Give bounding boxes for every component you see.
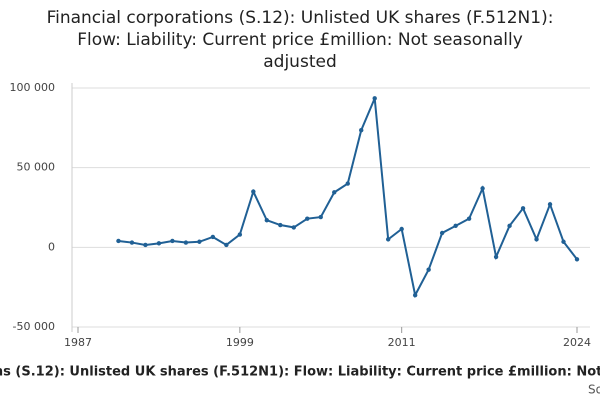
chart-title: Financial corporations (S.12): Unlisted … — [47, 8, 554, 28]
point — [547, 202, 553, 207]
line — [118, 97, 578, 299]
point — [561, 239, 566, 244]
point — [534, 237, 539, 242]
point — [345, 181, 350, 186]
point — [143, 242, 148, 248]
point — [129, 240, 135, 245]
point — [332, 190, 337, 195]
caption: Financial corporations (S.12): Unlisted … — [0, 365, 600, 380]
point — [520, 206, 526, 211]
y-tick-label: 50 000 — [17, 161, 56, 174]
point — [574, 257, 580, 262]
point — [426, 267, 431, 272]
point — [210, 234, 216, 240]
point — [439, 230, 445, 236]
point — [264, 218, 270, 223]
x-tick-label: 2011 — [388, 336, 416, 349]
chart-title: adjusted — [263, 52, 336, 72]
point — [278, 222, 283, 228]
point — [507, 223, 512, 229]
point — [170, 238, 175, 244]
point — [480, 186, 485, 191]
x-tick-label: 2024 — [563, 336, 591, 349]
point — [237, 232, 243, 237]
point — [453, 223, 458, 229]
point — [197, 239, 202, 244]
point — [493, 254, 499, 260]
point — [116, 238, 121, 244]
point — [372, 96, 377, 101]
point — [359, 128, 364, 133]
x-tick-label: 1987 — [64, 336, 92, 349]
point — [305, 216, 310, 221]
y-tick-label: -50 000 — [13, 320, 55, 333]
point — [385, 237, 391, 242]
y-tick-label: 0 — [48, 240, 55, 253]
chart-title: Flow: Liability: Current price £million:… — [77, 30, 523, 50]
point — [412, 292, 418, 298]
y-tick-label: 100 000 — [10, 81, 56, 94]
point — [183, 240, 189, 245]
point — [224, 242, 229, 248]
point — [399, 226, 404, 232]
point — [156, 241, 162, 246]
source: Source: — [588, 383, 600, 397]
x-tick-label: 1999 — [226, 336, 254, 349]
point — [251, 189, 256, 194]
point — [318, 214, 323, 220]
point — [291, 225, 296, 230]
point — [466, 216, 472, 221]
